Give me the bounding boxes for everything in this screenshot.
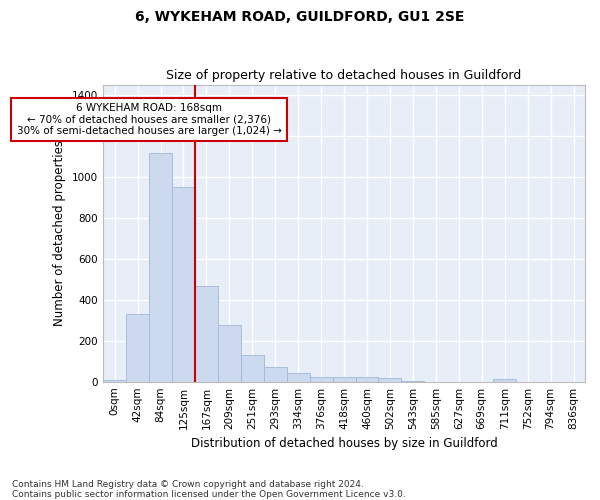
Bar (126, 314, 149, 382)
Y-axis label: Number of detached properties: Number of detached properties (53, 140, 67, 326)
Bar (332, 376, 356, 382)
Bar (356, 377, 379, 382)
Title: Size of property relative to detached houses in Guildford: Size of property relative to detached ho… (166, 69, 522, 82)
Bar (241, 355, 264, 382)
Bar (149, 153, 172, 382)
Bar (103, 380, 126, 382)
Bar (379, 378, 401, 382)
Bar (195, 286, 218, 382)
Text: 6 WYKEHAM ROAD: 168sqm
← 70% of detached houses are smaller (2,376)
30% of semi-: 6 WYKEHAM ROAD: 168sqm ← 70% of detached… (17, 103, 281, 136)
Text: 6, WYKEHAM ROAD, GUILDFORD, GU1 2SE: 6, WYKEHAM ROAD, GUILDFORD, GU1 2SE (136, 10, 464, 24)
Bar (264, 368, 287, 382)
Bar (493, 379, 516, 382)
Text: Contains HM Land Registry data © Crown copyright and database right 2024.
Contai: Contains HM Land Registry data © Crown c… (12, 480, 406, 499)
Bar (401, 380, 424, 382)
Bar (218, 326, 241, 382)
Bar (287, 374, 310, 382)
Bar (310, 377, 332, 382)
X-axis label: Distribution of detached houses by size in Guildford: Distribution of detached houses by size … (191, 437, 497, 450)
Bar (172, 187, 195, 382)
